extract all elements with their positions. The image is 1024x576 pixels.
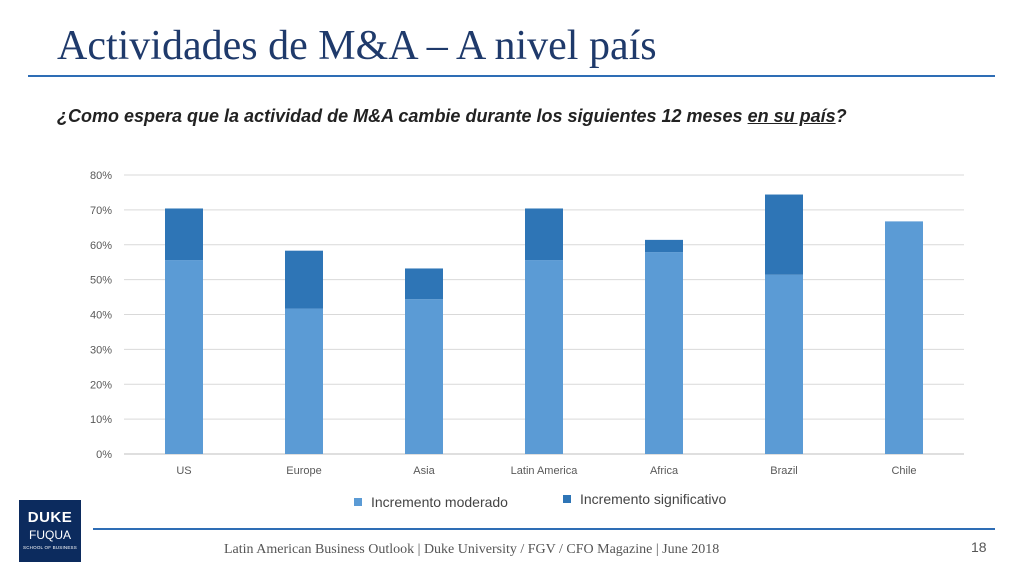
legend-swatch-moderado <box>354 498 362 506</box>
x-tick-label: Asia <box>413 465 435 477</box>
y-tick-label: 10% <box>90 414 112 426</box>
page-number: 18 <box>971 539 987 555</box>
survey-question: ¿Como espera que la actividad de M&A cam… <box>57 106 847 127</box>
y-tick-label: 80% <box>90 170 112 182</box>
bar-segment <box>645 239 683 253</box>
question-text: ¿Como espera que la actividad de M&A cam… <box>57 106 748 126</box>
x-tick-label: Europe <box>286 465 321 477</box>
x-tick-label: Latin America <box>511 465 579 477</box>
bar-segment <box>165 208 203 261</box>
y-tick-label: 60% <box>90 240 112 252</box>
legend-item-moderado: Incremento moderado <box>354 494 508 510</box>
logo-line-fuqua: FUQUA <box>29 528 71 542</box>
question-underlined-text: en su país <box>747 106 836 126</box>
slide-title: Actividades de M&A – A nivel país <box>57 23 657 69</box>
question-mark: ? <box>835 106 847 126</box>
bar-segment <box>885 221 923 454</box>
bar-segment <box>525 260 563 454</box>
legend-label-moderado: Incremento moderado <box>371 494 508 510</box>
x-tick-label: Brazil <box>770 465 798 477</box>
legend-label-significativo: Incremento significativo <box>580 491 727 507</box>
bar-segment <box>405 299 443 454</box>
y-tick-label: 40% <box>90 310 112 322</box>
logo-line-duke: DUKE <box>27 509 73 526</box>
y-tick-label: 0% <box>96 449 112 461</box>
legend-swatch-significativo <box>563 495 571 503</box>
logo-line-school: SCHOOL OF BUSINESS <box>23 545 77 550</box>
bar-segment <box>405 268 443 300</box>
bar-segment <box>645 252 683 454</box>
legend-item-significativo: Incremento significativo <box>563 491 726 507</box>
bar-segment <box>525 208 563 261</box>
footer-divider <box>93 528 995 530</box>
x-tick-label: Chile <box>891 465 916 477</box>
y-tick-label: 30% <box>90 344 112 356</box>
x-tick-label: Africa <box>650 465 679 477</box>
bar-segment <box>765 274 803 454</box>
bar-segment <box>165 260 203 454</box>
title-divider <box>28 75 995 77</box>
bar-segment <box>285 250 323 309</box>
y-tick-label: 50% <box>90 275 112 287</box>
bar-segment <box>285 308 323 454</box>
x-tick-label: US <box>176 465 191 477</box>
footer-text: Latin American Business Outlook | Duke U… <box>224 542 720 557</box>
y-tick-label: 20% <box>90 379 112 391</box>
bar-segment <box>765 194 803 275</box>
duke-fuqua-logo: DUKE FUQUA SCHOOL OF BUSINESS <box>19 500 81 562</box>
y-tick-label: 70% <box>90 205 112 217</box>
